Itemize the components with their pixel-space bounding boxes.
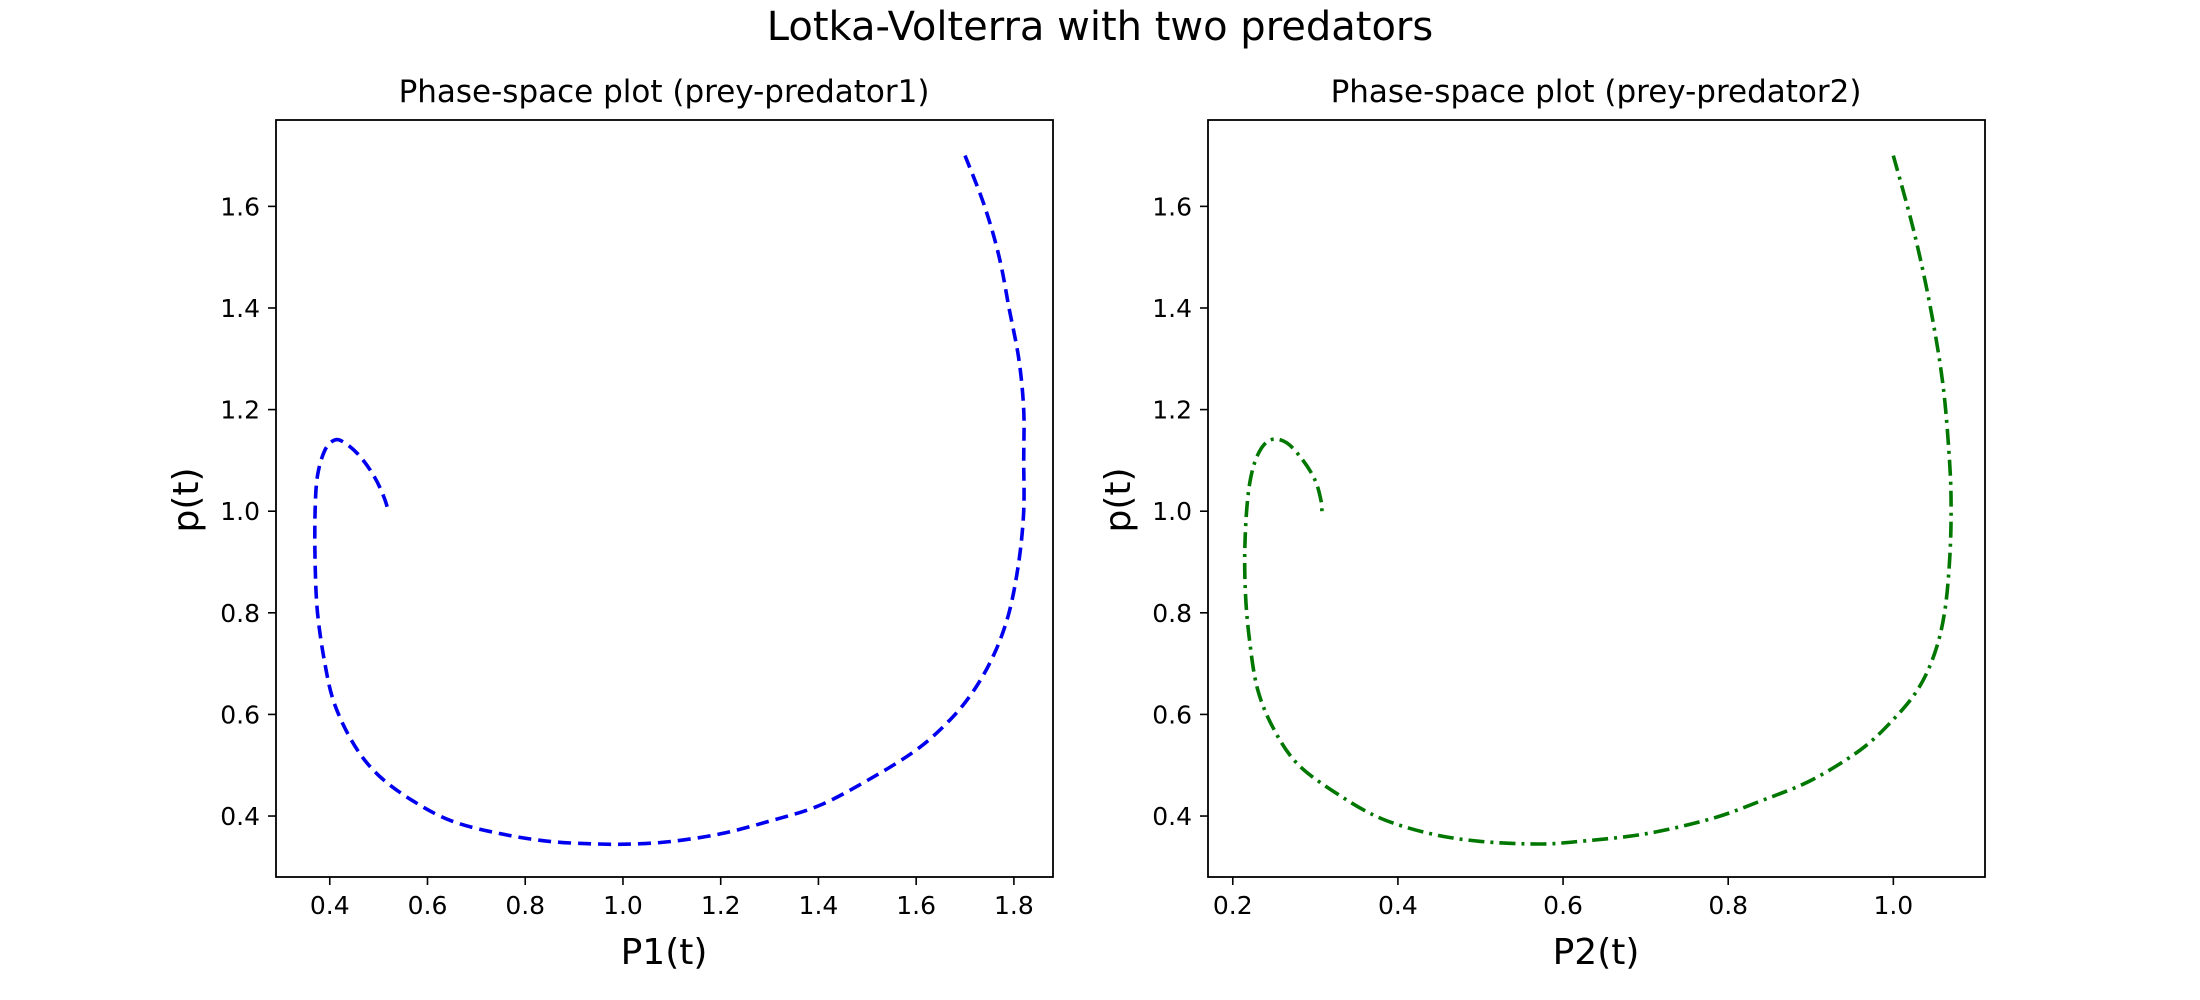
x-tick-label: 1.6 [896,891,936,920]
plot-frame [275,119,1054,878]
series-line [1242,155,1953,846]
plot-frame [1207,119,1986,878]
x-tick-label: 0.6 [408,891,448,920]
tick-group: 0.4 0.6 0.8 1.0 1.2 1.4 1.6 1.8 0.4 0.6 0.8 1.0 1.2 1… [220,192,1034,920]
y-tick-label: 0.4 [1152,802,1192,831]
y-tick-label: 1.2 [220,396,260,425]
y-tick-label: 0.8 [1152,599,1192,628]
x-tick-label: 1.2 [701,891,741,920]
x-tick-label: 0.8 [505,891,545,920]
chart-panel-prey-predator2: Phase-space plot (prey-predator2) 0.2 0.4… [1098,74,1986,973]
x-axis-label: P1(t) [621,932,708,973]
chart-title: Phase-space plot (prey-predator1) [399,74,930,110]
y-tick-label: 0.6 [220,700,260,729]
y-tick-label: 0.4 [220,802,260,831]
y-tick-label: 1.2 [1152,396,1192,425]
y-tick-label: 1.0 [1152,497,1192,526]
chart-panel-prey-predator1: Phase-space plot (prey-predator1) 0.4 0.6… [166,74,1054,973]
y-tick-label: 1.6 [220,192,260,221]
x-tick-label: 1.0 [603,891,643,920]
y-tick-label: 0.6 [1152,700,1192,729]
x-axis-label: P2(t) [1553,932,1640,973]
y-tick-label: 1.4 [220,294,260,323]
tick-group: 0.2 0.4 0.6 0.8 1.0 0.4 0.6 0.8 1.0 1.2 1.4 1.6 [1152,192,1913,920]
y-axis-label: p(t) [1098,467,1139,532]
y-tick-label: 1.4 [1152,294,1192,323]
y-axis-label: p(t) [166,467,207,532]
x-tick-label: 0.2 [1213,891,1253,920]
x-tick-label: 0.4 [1378,891,1418,920]
y-tick-label: 1.6 [1152,192,1192,221]
y-tick-label: 1.0 [220,497,260,526]
y-tick-label: 0.8 [220,599,260,628]
x-tick-label: 0.6 [1543,891,1583,920]
series-group [1242,155,1953,846]
x-tick-label: 1.0 [1873,891,1913,920]
figure-suptitle: Lotka-Volterra with two predators [767,4,1433,50]
chart-title: Phase-space plot (prey-predator2) [1331,74,1862,110]
x-tick-label: 0.4 [310,891,350,920]
x-tick-label: 1.8 [994,891,1034,920]
x-tick-label: 1.4 [799,891,839,920]
x-tick-label: 0.8 [1708,891,1748,920]
